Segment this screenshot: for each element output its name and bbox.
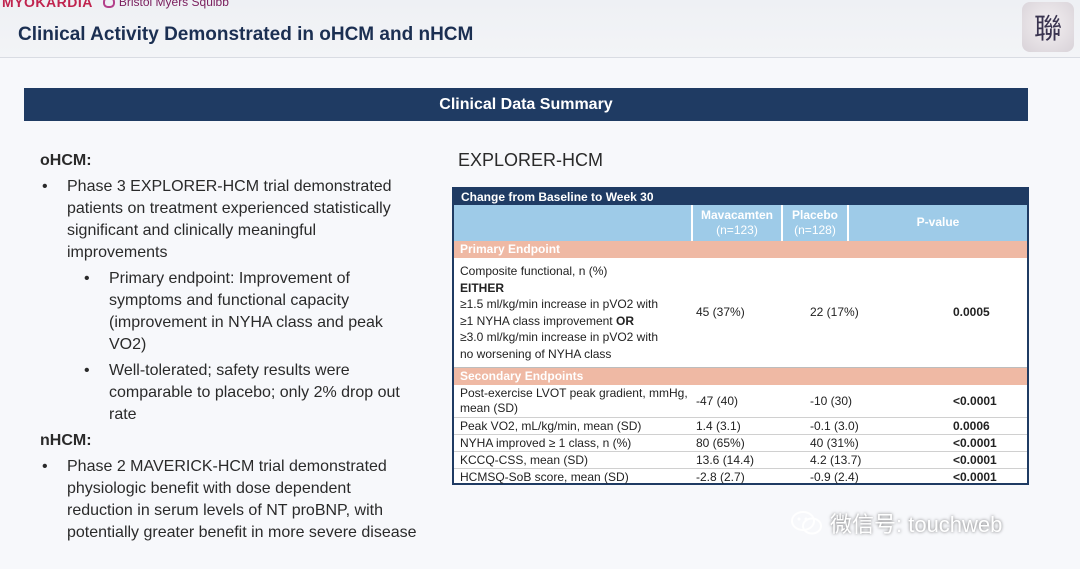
ohcm-bullet: Phase 3 EXPLORER-HCM trial demonstrated … [40, 176, 420, 264]
row-label: HCMSQ-SoB score, mean (SD) [460, 470, 629, 484]
bms-logo: Bristol Myers Squibb [102, 0, 229, 9]
section-banner: Clinical Data Summary [24, 88, 1028, 121]
table-row: NYHA improved ≥ 1 class, n (%) 80 (65%) … [454, 435, 1027, 452]
table-row: Peak VO2, mL/kg/min, mean (SD) 1.4 (3.1)… [454, 418, 1027, 435]
row-label: Peak VO2, mL/kg/min, mean (SD) [460, 419, 642, 433]
col-mavacamten: Mavacamten (n=123) [693, 208, 781, 238]
page-title: Clinical Activity Demonstrated in oHCM a… [18, 24, 474, 45]
row-placebo-value: -0.1 (3.0) [810, 419, 859, 433]
wechat-icon [791, 511, 822, 535]
wechat-watermark: 微信号: touchweb [790, 507, 1002, 539]
primary-line: no worsening of NYHA class [460, 346, 612, 361]
primary-line: ≥1.5 ml/kg/min increase in pVO2 with [460, 297, 658, 311]
table-header: Change from Baseline to Week 30 [454, 189, 1027, 205]
nhcm-bullet: Phase 2 MAVERICK-HCM trial demonstrated … [40, 456, 420, 544]
ohcm-sub-bullet-primary: Primary endpoint: Improvement of symptom… [40, 268, 420, 356]
primary-either: EITHER [460, 280, 505, 295]
row-placebo-value: -0.9 (2.4) [810, 470, 859, 484]
row-placebo-value: -10 (30) [810, 394, 853, 408]
column-separator [847, 205, 849, 241]
table-row: KCCQ-CSS, mean (SD) 13.6 (14.4) 4.2 (13.… [454, 452, 1027, 469]
row-p-value: <0.0001 [953, 436, 997, 450]
myokardia-logo: MYOKARDIA [2, 0, 93, 10]
col-placebo-n: (n=128) [794, 223, 836, 237]
watermark-text: 微信号: touchweb [830, 512, 1003, 537]
row-label: Post-exercise LVOT peak gradient, mmHg, … [460, 386, 688, 415]
row-mava-value: 1.4 (3.1) [696, 419, 741, 433]
primary-endpoint-band: Primary Endpoint [454, 241, 1027, 258]
row-placebo-value: 4.2 (13.7) [810, 453, 862, 467]
row-mava-value: 80 (65%) [696, 436, 745, 450]
logo-row: MYOKARDIA Bristol Myers Squibb [0, 0, 229, 10]
primary-placebo-value: 22 (17%) [810, 305, 859, 319]
column-separator [781, 205, 783, 241]
primary-line: Composite functional, n (%) [460, 264, 608, 278]
table-row: Post-exercise LVOT peak gradient, mmHg, … [454, 385, 1027, 418]
primary-or: OR [615, 313, 634, 328]
results-table: Change from Baseline to Week 30 Mavacamt… [452, 187, 1029, 485]
row-mava-value: -2.8 (2.7) [696, 470, 745, 484]
col-placebo: Placebo (n=128) [783, 208, 847, 238]
column-separator [691, 205, 693, 241]
ohcm-sub-bullet-safety: Well-tolerated; safety results were comp… [40, 360, 420, 426]
table-row: HCMSQ-SoB score, mean (SD) -2.8 (2.7) -0… [454, 469, 1027, 486]
row-placebo-value: 40 (31%) [810, 436, 859, 450]
col-placebo-label: Placebo [791, 208, 839, 222]
row-mava-value: -47 (40) [696, 394, 739, 408]
col-mavacamten-n: (n=123) [716, 223, 758, 237]
study-title: EXPLORER-HCM [458, 150, 604, 170]
row-p-value: <0.0001 [953, 453, 997, 467]
bms-logo-text: Bristol Myers Squibb [118, 0, 229, 9]
row-p-value: <0.0001 [953, 394, 997, 408]
row-mava-value: 13.6 (14.4) [696, 453, 755, 467]
primary-endpoint-row: Composite functional, n (%) EITHER ≥1.5 … [454, 258, 1027, 368]
bms-logo-icon [102, 0, 115, 8]
row-label: NYHA improved ≥ 1 class, n (%) [460, 436, 632, 450]
col-pvalue: P-value [916, 215, 960, 229]
row-p-value: 0.0006 [953, 419, 990, 433]
row-label: KCCQ-CSS, mean (SD) [460, 453, 589, 467]
col-mavacamten-label: Mavacamten [700, 208, 774, 222]
seal-icon: 聯 [1022, 2, 1074, 52]
primary-endpoint-description: Composite functional, n (%) EITHER ≥1.5 … [460, 263, 685, 362]
left-summary: oHCM: Phase 3 EXPLORER-HCM trial demonst… [40, 150, 420, 548]
primary-line: ≥1 NYHA class improvement [460, 313, 616, 328]
column-headers: Mavacamten (n=123) Placebo (n=128) P-val… [454, 205, 1027, 241]
secondary-endpoints-band: Secondary Endpoints [454, 368, 1027, 385]
row-p-value: <0.0001 [953, 470, 997, 484]
primary-line: ≥3.0 ml/kg/min increase in pVO2 with [460, 330, 658, 344]
primary-p-value: 0.0005 [953, 305, 990, 319]
primary-mava-value: 45 (37%) [696, 305, 745, 319]
ohcm-heading: oHCM: [40, 152, 92, 169]
nhcm-heading: nHCM: [40, 432, 92, 449]
top-header: MYOKARDIA Bristol Myers Squibb Clinical … [0, 0, 1080, 58]
